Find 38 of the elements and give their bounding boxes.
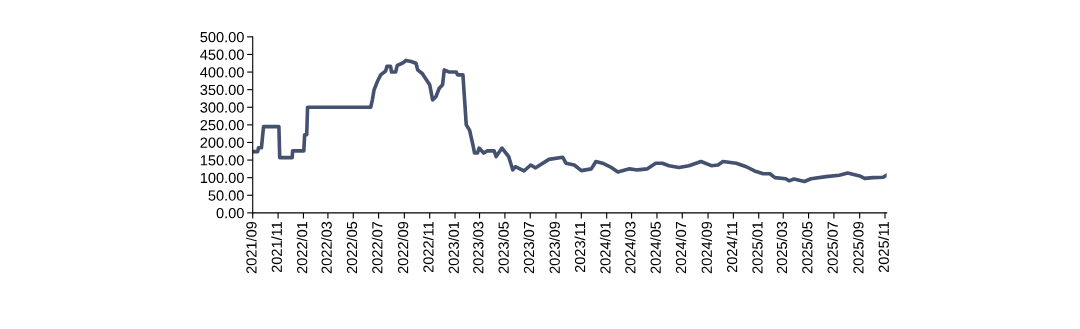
x-tick-label: 2023/05 [498, 221, 509, 274]
y-tick-label: 250.00 [200, 119, 244, 131]
x-tick-label: 2025/07 [827, 221, 838, 274]
x-tick-label: 2021/11 [271, 221, 282, 273]
y-tick-label: 200.00 [200, 137, 244, 148]
x-tick-label: 2024/03 [624, 221, 636, 274]
y-tick-label: 350.00 [200, 84, 244, 96]
y-tick-label: 450.00 [200, 49, 244, 60]
y-tick-label: 300.00 [200, 102, 244, 113]
x-tick-label: 2023/09 [549, 221, 560, 274]
x-tick-label: 2024/05 [650, 221, 661, 274]
x-tick-label: 2024/11 [726, 221, 738, 273]
x-tick-label: 2024/09 [701, 221, 712, 274]
y-tick-label: 500.00 [200, 31, 244, 43]
y-tick-label: 50.00 [208, 190, 244, 201]
x-tick-label: 2022/03 [321, 221, 332, 274]
x-tick-label: 2023/11 [574, 221, 586, 273]
line-series [252, 58, 887, 184]
x-tick-label: 2022/05 [346, 221, 358, 274]
x-tick-label: 2025/09 [852, 221, 864, 274]
x-tick-label: 2024/01 [599, 221, 611, 274]
x-tick-label: 2021/09 [245, 221, 257, 274]
y-tick-label: 0.00 [216, 207, 244, 219]
x-tick-label: 2023/01 [448, 221, 459, 274]
x-tick-label: 2022/01 [296, 221, 308, 274]
y-tick-label: 400.00 [200, 67, 244, 78]
x-tick-label: 2022/09 [397, 221, 409, 274]
x-tick-label: 2022/07 [371, 221, 383, 274]
x-tick-label: 2025/01 [751, 221, 763, 274]
x-tick-label: 2024/07 [675, 221, 687, 274]
x-tick-label: 2022/11 [422, 221, 434, 273]
x-tick-label: 2023/07 [523, 221, 535, 274]
x-tick-label: 2023/03 [472, 221, 484, 274]
x-tick-label: 2025/03 [776, 221, 788, 274]
y-tick-label: 150.00 [200, 155, 244, 166]
y-tick-label: 100.00 [200, 172, 244, 184]
x-tick-label: 2025/05 [801, 221, 813, 274]
x-tick-label: 2025/11 [878, 221, 889, 273]
